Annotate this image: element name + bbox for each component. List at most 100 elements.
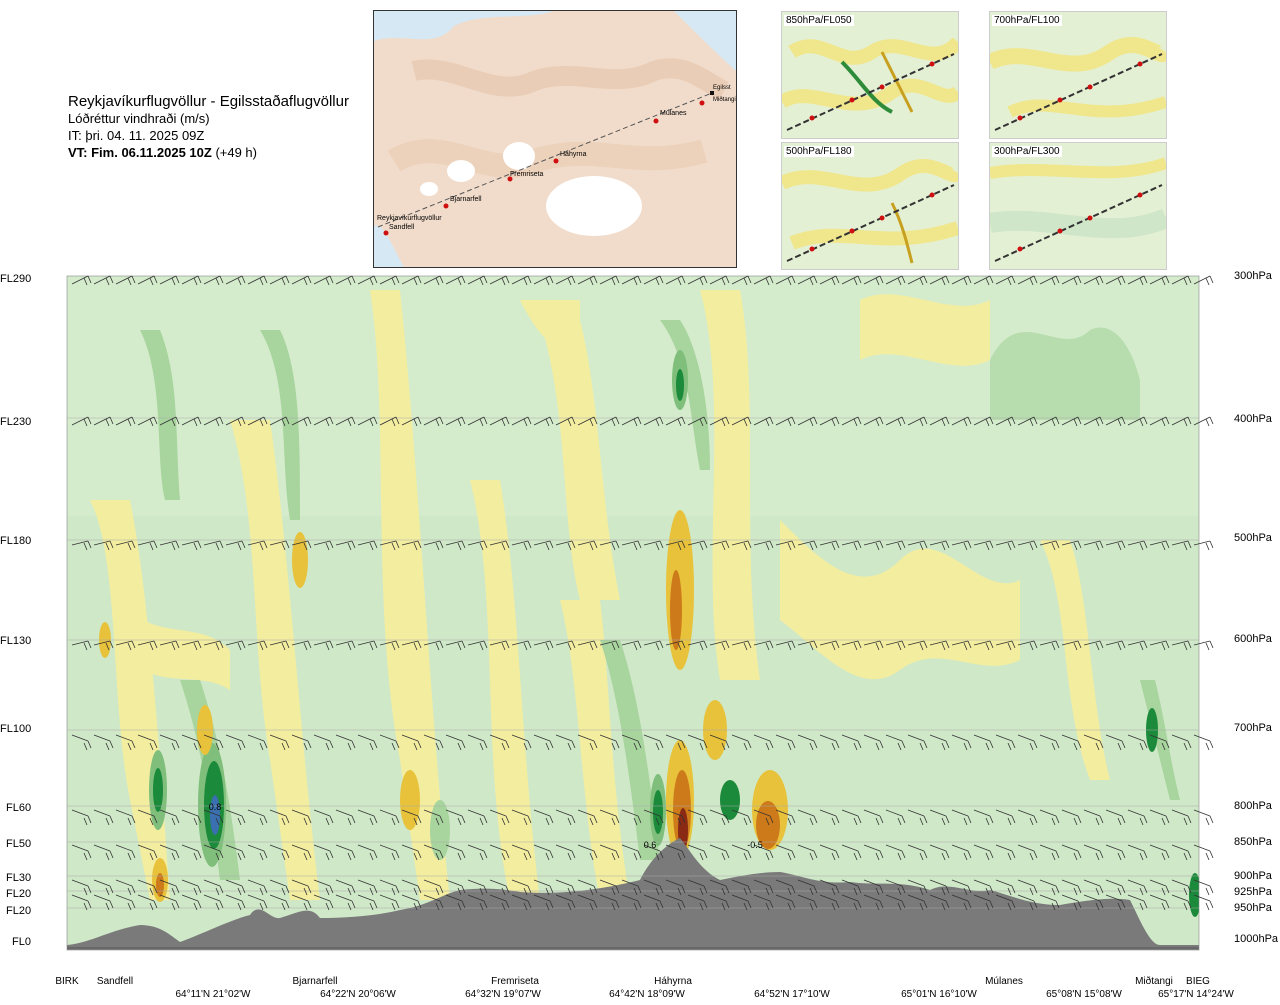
wind-barb [445,809,466,826]
wind-barb [225,809,246,826]
wind-barb [1105,894,1126,911]
wind-barb [1061,734,1082,751]
wind-barb [885,416,906,427]
wind-barb [907,275,928,286]
wind-barb [1017,640,1038,651]
x-coordinate: 64°22'N 20°06'W [320,989,396,1000]
wind-barb [269,894,290,911]
wind-barb [709,540,730,551]
wind-barb [159,540,180,551]
wind-barb [731,275,752,286]
wind-barb [753,734,774,751]
wind-barb [225,734,246,751]
wind-barb [203,879,224,896]
wind-barb [115,416,136,427]
wind-barb [93,879,114,896]
y-tick-right: 600hPa [1234,633,1272,645]
wind-barb [555,809,576,826]
wind-barb [1061,416,1082,427]
wind-barb [467,844,488,861]
wind-barb [533,809,554,826]
wind-barb [973,275,994,286]
wind-barb [445,894,466,911]
wind-barb [1149,879,1170,896]
wind-barb [159,809,180,826]
y-tick-right: 300hPa [1234,270,1272,282]
wind-barb [929,416,950,427]
wind-barb [291,275,312,286]
wind-barb [775,844,796,861]
wind-barb [819,734,840,751]
wind-barb [533,540,554,551]
wind-barb [1061,844,1082,861]
wind-barb [467,540,488,551]
wind-barb [401,416,422,427]
wind-barb [1171,844,1192,861]
x-waypoint-name: Miðtangi [1135,976,1173,987]
chart-subtitle: Lóðréttur vindhraði (m/s) [68,111,210,126]
wind-barb [973,734,994,751]
wind-barb [357,734,378,751]
wind-barb [115,894,136,911]
wind-barb [291,844,312,861]
wind-barb [643,416,664,427]
wind-barb [71,275,92,286]
wind-barb [555,879,576,896]
wind-barb [973,894,994,911]
wind-barb [775,416,796,427]
map-label-fremriseta: Fremriseta [510,171,544,178]
wind-barb [93,844,114,861]
wind-barb [1193,275,1214,286]
wind-barb [1039,844,1060,861]
wind-barb [533,640,554,651]
wind-barb [291,894,312,911]
wind-barb [1083,640,1104,651]
wind-barb [423,894,444,911]
wind-barb [225,894,246,911]
wind-barb [1193,894,1214,911]
wind-barb [71,640,92,651]
wind-barb [225,416,246,427]
wind-barb [291,734,312,751]
wind-barb [951,416,972,427]
wind-barb [247,734,268,751]
wind-barb [445,275,466,286]
wind-barb [665,640,686,651]
wind-barb [885,894,906,911]
mini-map-svg [782,12,958,138]
wind-barb [687,275,708,286]
wind-barb [577,275,598,286]
wind-barb [489,844,510,861]
wind-barb [841,844,862,861]
wind-barb [269,844,290,861]
wind-barb [907,809,928,826]
wind-barb [137,844,158,861]
wind-barb [687,416,708,427]
mini-map-svg [990,143,1166,269]
wind-barb [93,640,114,651]
wind-barb [1193,416,1214,427]
wind-barb [269,879,290,896]
wind-barb [225,844,246,861]
wind-barb [1149,894,1170,911]
wind-barb [93,275,114,286]
wind-barb [445,734,466,751]
wind-barb [247,275,268,286]
wind-barb [841,540,862,551]
wind-barb [665,894,686,911]
y-tick-left: FL20 [6,905,32,917]
wind-barb [577,844,598,861]
wind-barb [1149,416,1170,427]
wind-barb [885,879,906,896]
y-tick-left: FL100 [0,723,32,735]
y-tick-left: FL180 [0,535,32,547]
wind-barb [665,734,686,751]
wind-barb [929,640,950,651]
wind-barb [709,734,730,751]
mini-map-500: 500hPa/FL180 [781,142,959,270]
wind-barb [313,416,334,427]
wind-barb [533,275,554,286]
wind-barb [1105,416,1126,427]
wind-barb [995,879,1016,896]
wind-barb [357,540,378,551]
